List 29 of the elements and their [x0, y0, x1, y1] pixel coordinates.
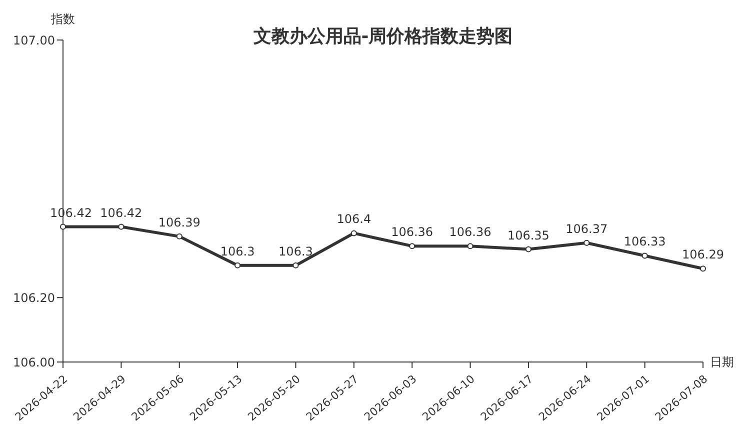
data-label: 106.36	[391, 225, 434, 240]
x-axis-title: 日期	[710, 354, 734, 371]
point	[292, 262, 299, 268]
y-tick-label: 107.00	[13, 33, 55, 48]
point	[584, 240, 590, 246]
y-tick-label: 106.00	[13, 355, 55, 370]
data-label: 106.37	[566, 222, 608, 236]
data-label: 106.36	[449, 225, 492, 240]
point	[467, 243, 474, 250]
point	[525, 246, 532, 252]
data-label: 106.4	[336, 212, 372, 226]
point	[642, 252, 648, 259]
data-label: 106.29	[682, 248, 724, 262]
y-axis-title: 指数	[51, 11, 75, 28]
data-label: 106.42	[100, 206, 142, 220]
data-label: 106.3	[220, 244, 255, 258]
point	[234, 262, 241, 268]
point	[409, 243, 416, 250]
point	[118, 224, 124, 230]
point	[350, 230, 357, 236]
data-label: 106.33	[624, 234, 666, 249]
chart-title: 文教办公用品-周价格指数走势图	[253, 26, 513, 47]
data-label: 106.39	[158, 215, 200, 230]
point	[700, 266, 706, 272]
point	[176, 233, 182, 240]
point	[60, 224, 66, 230]
data-label: 106.35	[507, 228, 550, 242]
y-tick-label: 106.20	[13, 290, 55, 305]
data-label: 106.3	[278, 244, 313, 258]
